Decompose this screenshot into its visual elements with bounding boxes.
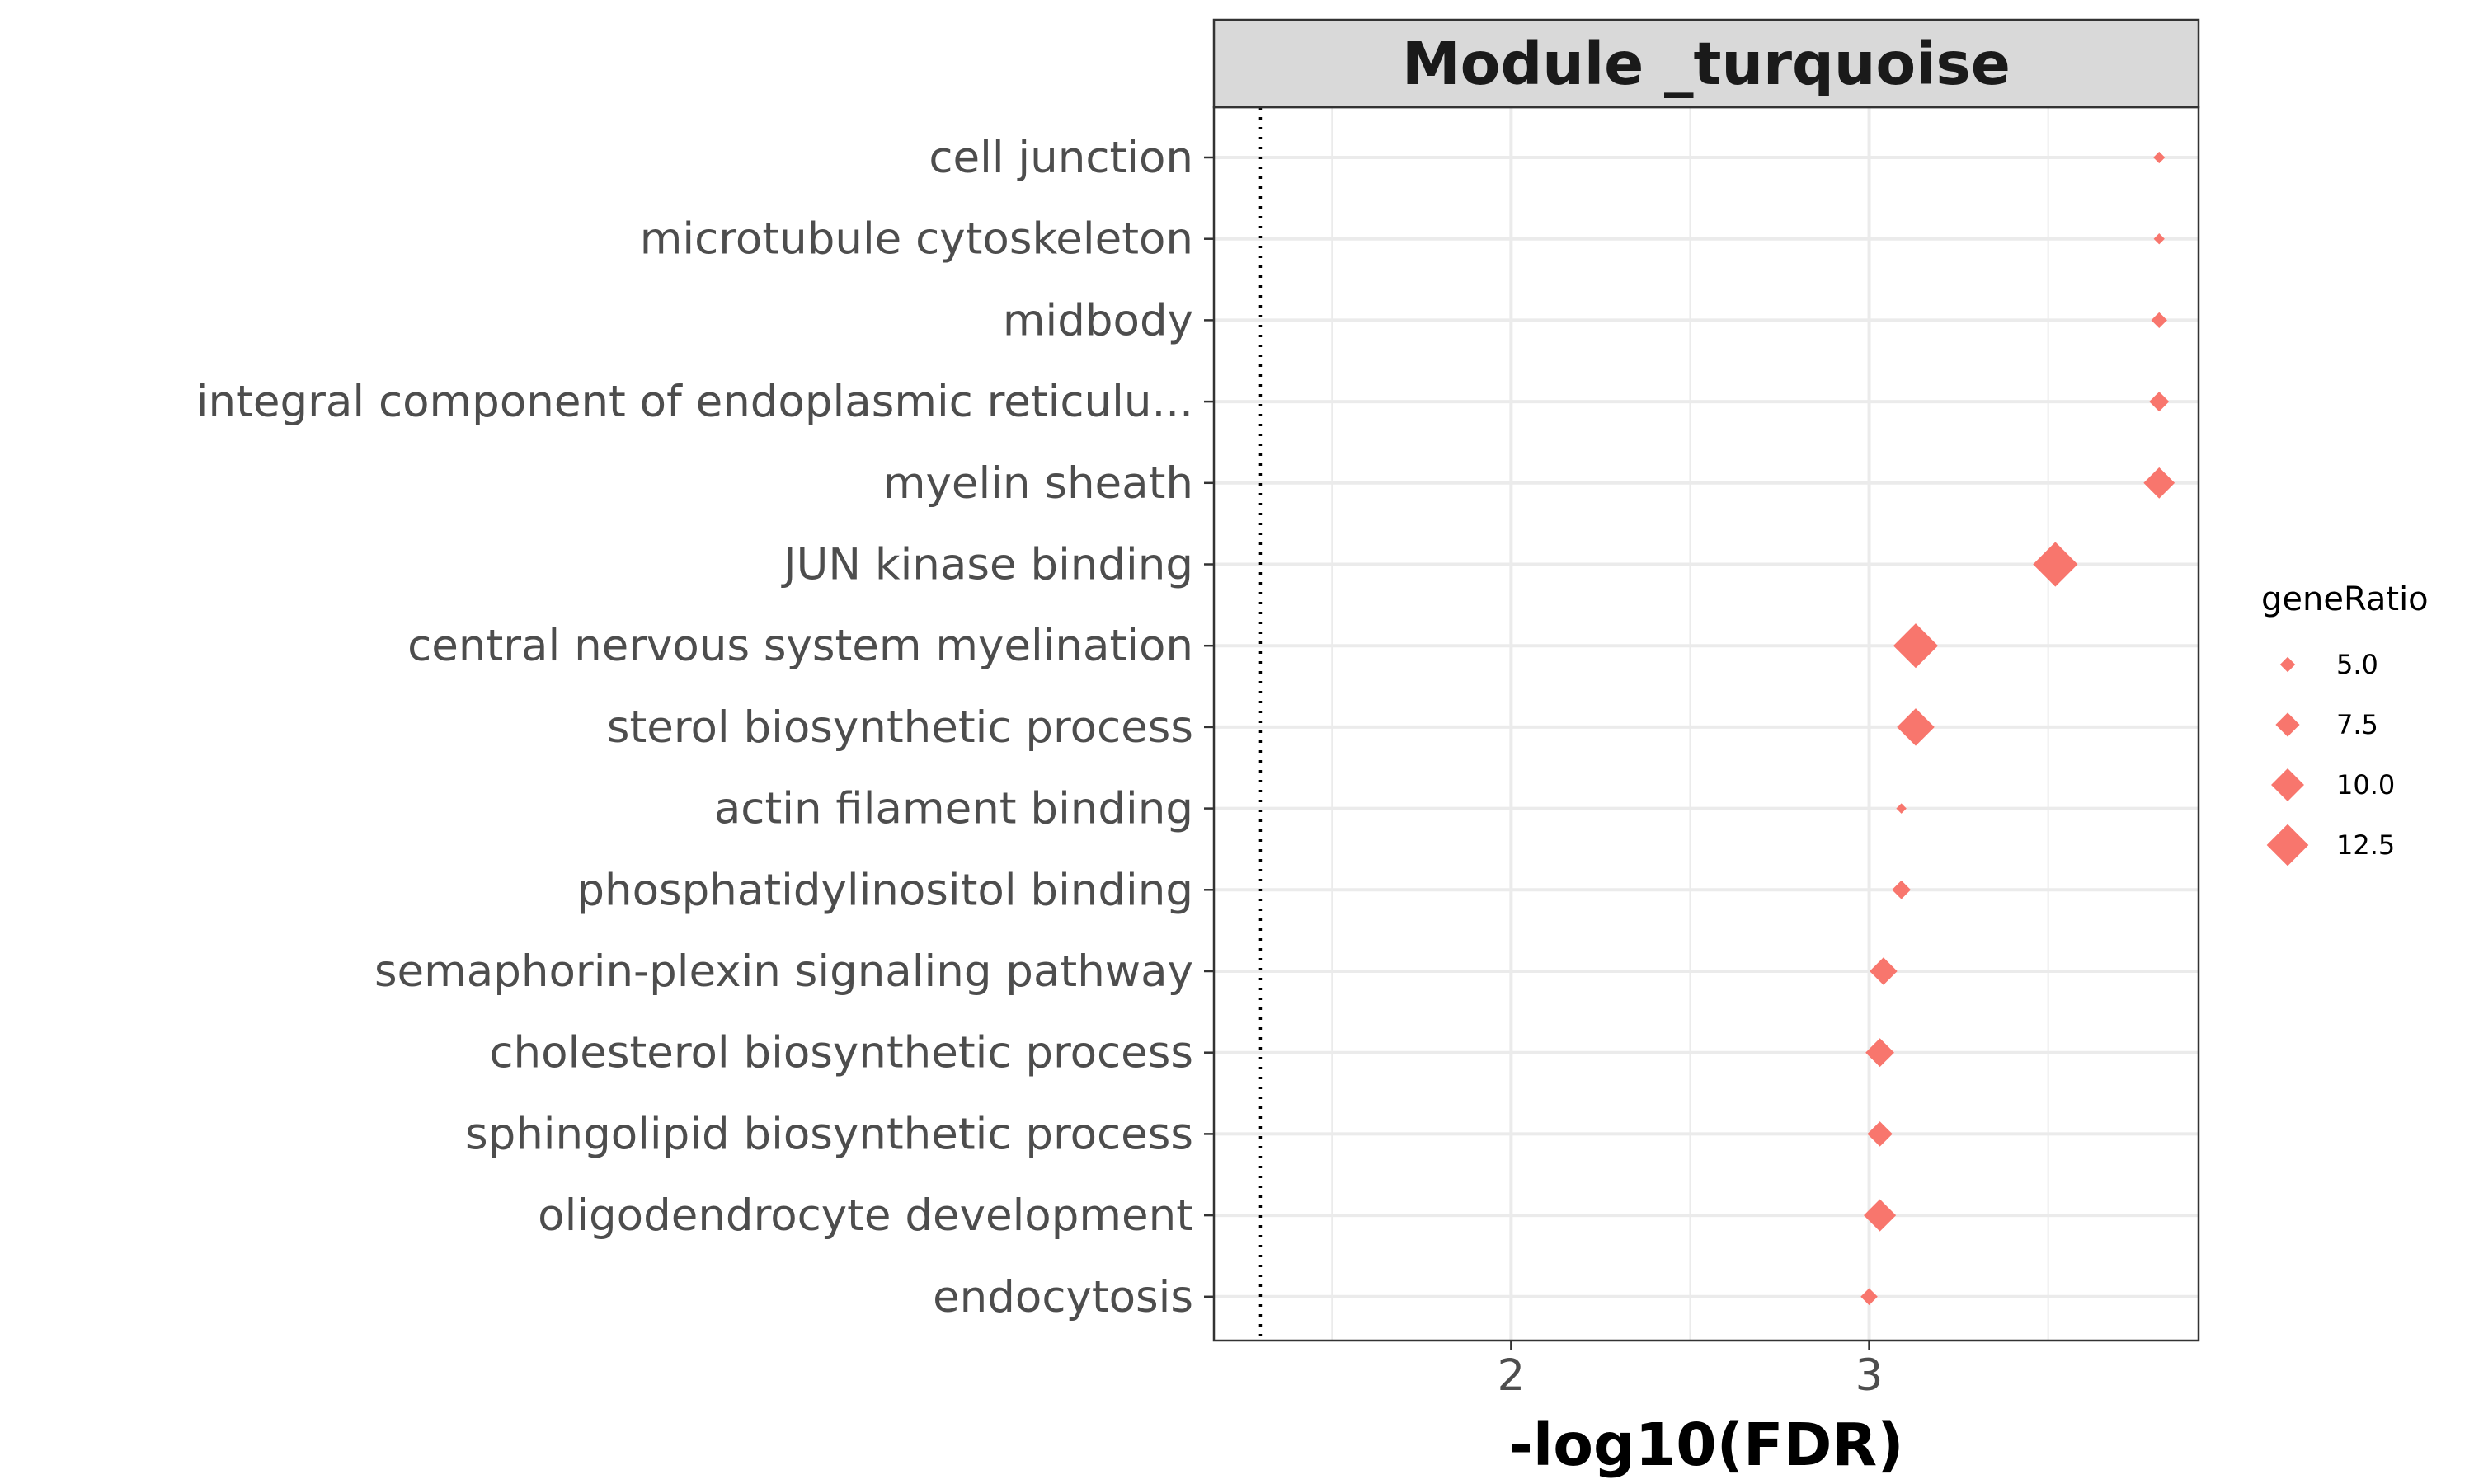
- y-tick-label: microtubule cytoskeleton: [640, 214, 1193, 265]
- legend-title: geneRatio: [2261, 580, 2429, 618]
- data-point-diamond: [1896, 803, 1907, 814]
- data-point-diamond: [2143, 467, 2175, 499]
- plot-panel: [1214, 107, 2199, 1341]
- data-point-diamond: [1865, 1038, 1894, 1068]
- data-points: [1860, 151, 2175, 1306]
- y-tick-label: phosphatidylinositol binding: [576, 865, 1193, 915]
- data-point-diamond: [1867, 1121, 1893, 1147]
- legend-key-diamond: [2271, 768, 2304, 801]
- data-point-diamond: [1864, 1199, 1897, 1232]
- y-axis: cell junction microtubule cytoskeleton mid…: [196, 133, 1214, 1322]
- legend-key-diamond: [2266, 824, 2309, 866]
- y-tick-label: JUN kinase binding: [781, 540, 1193, 590]
- data-point-diamond: [1860, 1288, 1878, 1306]
- data-point-diamond: [2033, 542, 2078, 587]
- y-tick-label: sterol biosynthetic process: [607, 702, 1193, 753]
- data-point-diamond: [1892, 880, 1912, 899]
- y-tick-label: sphingolipid biosynthetic process: [465, 1109, 1193, 1159]
- y-tick-label: integral component of endoplasmic reticu…: [196, 377, 1193, 427]
- x-axis-title: -log10(FDR): [1508, 1411, 1903, 1479]
- facet-strip: [1212, 18, 2200, 109]
- y-tick-label: cholesterol biosynthetic process: [489, 1028, 1193, 1078]
- y-tick-label: midbody: [1003, 295, 1193, 345]
- legend-label: 12.5: [2336, 829, 2395, 861]
- data-point-diamond: [2153, 151, 2166, 164]
- x-tick-label: 3: [1856, 1350, 1884, 1401]
- legend-label: 10.0: [2336, 769, 2395, 801]
- data-point-diamond: [1897, 708, 1935, 746]
- data-point-diamond: [1893, 623, 1939, 669]
- grid: [1214, 107, 2199, 1341]
- y-tick-label: myelin sheath: [883, 458, 1193, 509]
- data-point-diamond: [2151, 312, 2167, 329]
- y-tick-label: oligodendrocyte development: [538, 1190, 1193, 1241]
- legend-key-diamond: [2279, 656, 2296, 673]
- legend-label: 7.5: [2336, 709, 2378, 740]
- y-tick-label: semaphorin-plexin signaling pathway: [374, 946, 1193, 997]
- y-tick-label: endocytosis: [933, 1272, 1193, 1322]
- chart-title: Module _turquoise: [1402, 30, 2011, 98]
- y-tick-label: actin filament binding: [714, 784, 1193, 834]
- data-point-diamond: [2153, 233, 2165, 245]
- data-point-diamond: [1870, 957, 1898, 985]
- legend: geneRatio 5.0 7.5 10.0 12.5: [2261, 580, 2429, 866]
- legend-label: 5.0: [2336, 649, 2378, 680]
- y-tick-label: central nervous system myelination: [407, 621, 1193, 671]
- y-tick-label: cell junction: [929, 133, 1193, 183]
- x-tick-label: 2: [1498, 1350, 1526, 1401]
- data-point-diamond: [2149, 392, 2170, 412]
- legend-key-diamond: [2275, 712, 2300, 737]
